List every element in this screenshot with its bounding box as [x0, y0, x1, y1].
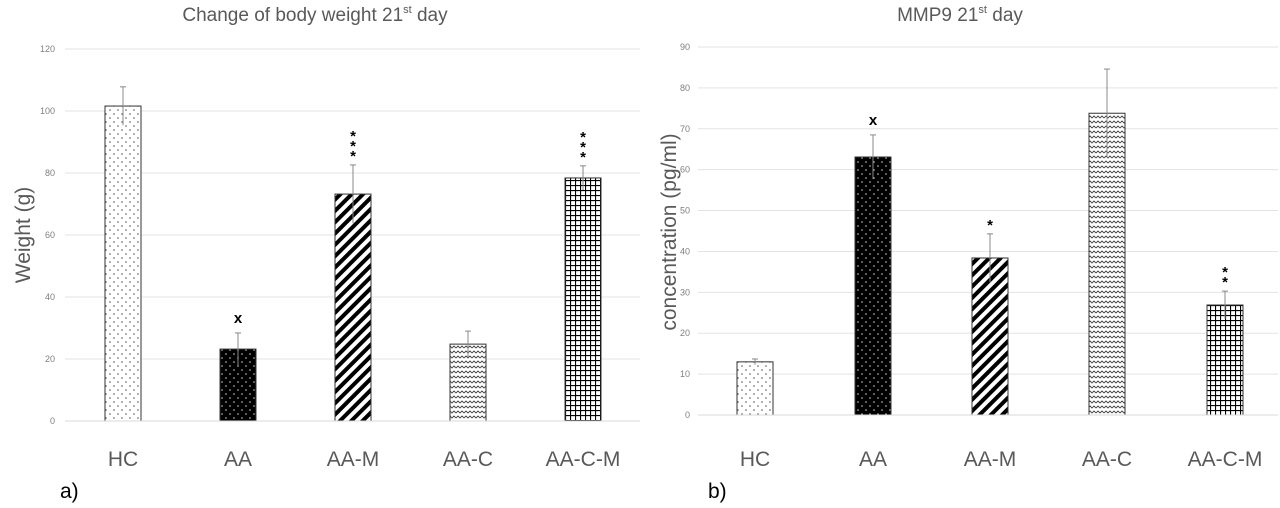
y-tick-label: 20	[45, 354, 55, 364]
y-tick-label: 40	[680, 246, 690, 256]
bar-AA-C-M	[1206, 304, 1244, 416]
y-tick-label: 100	[40, 106, 55, 116]
x-tick-label: AA-C	[1082, 448, 1132, 471]
y-tick-label: 30	[680, 287, 690, 297]
bar-AA-M	[334, 193, 372, 422]
significance-marker: x	[869, 112, 878, 129]
significance-marker: * * *	[350, 128, 356, 165]
y-tick-label: 10	[680, 369, 690, 379]
bar-HC	[104, 105, 142, 422]
chart-title: Change of body weight 21st day	[182, 4, 448, 26]
y-tick-label: 50	[680, 206, 690, 216]
y-tick-label: 80	[45, 168, 55, 178]
x-tick-label: AA-C-M	[546, 448, 621, 471]
y-axis-label: Weight (g)	[12, 187, 35, 283]
bar-AA	[854, 156, 892, 416]
x-tick-label: AA-M	[964, 448, 1017, 471]
y-tick-label: 40	[45, 292, 55, 302]
bar-AA-C	[1088, 112, 1126, 416]
chart-title: MMP9 21st day	[897, 4, 1023, 26]
y-tick-label: 70	[680, 124, 690, 134]
y-tick-label: 0	[685, 410, 690, 420]
significance-marker: x	[234, 310, 243, 327]
x-tick-label: AA	[859, 448, 887, 471]
y-tick-label: 80	[680, 83, 690, 93]
y-tick-label: 60	[45, 230, 55, 240]
significance-marker: *	[987, 217, 993, 234]
y-tick-label: 90	[680, 42, 690, 52]
panel-label: a)	[60, 480, 79, 503]
y-tick-label: 20	[680, 328, 690, 338]
significance-marker: * *	[1222, 264, 1228, 291]
bar-AA-C-M	[564, 177, 602, 422]
significance-marker: * * *	[580, 129, 586, 166]
chart-mmp9: MMP9 21st day 0 10 20 30 40 50 60 70 80 90 concentr…	[658, 4, 1278, 503]
x-tick-label: AA-M	[327, 448, 380, 471]
x-tick-label: AA-C	[443, 448, 493, 471]
panel-label: b)	[708, 480, 727, 503]
x-tick-label: HC	[108, 448, 138, 471]
bar-HC	[736, 361, 774, 416]
x-tick-label: AA	[224, 448, 252, 471]
x-tick-label: AA-C-M	[1188, 448, 1263, 471]
y-tick-label: 0	[50, 416, 55, 426]
y-axis-label: concentration (pg/ml)	[658, 133, 681, 330]
x-tick-label: HC	[740, 448, 770, 471]
y-tick-label: 60	[680, 165, 690, 175]
chart-body-weight: Change of body weight 21st day 0 20 40 60 80 1…	[12, 4, 640, 503]
y-tick-label: 120	[40, 44, 55, 54]
